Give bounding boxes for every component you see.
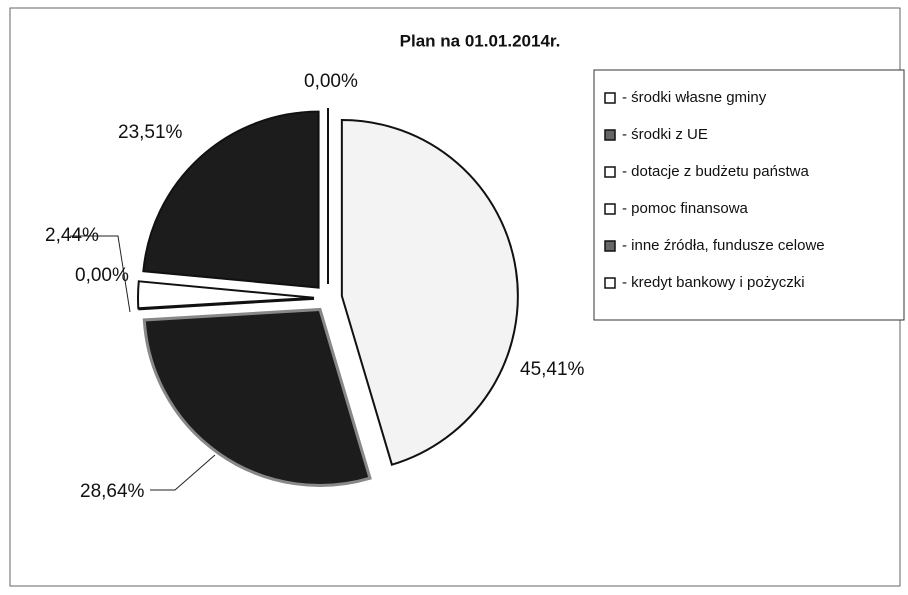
data-label: 2,44% <box>45 225 99 246</box>
pie-slice <box>142 307 372 487</box>
legend-swatch <box>604 240 616 252</box>
legend-swatch <box>604 277 616 289</box>
legend-label: - inne źródła, fundusze celowe <box>622 237 825 254</box>
legend-swatch <box>604 203 616 215</box>
leader-line <box>70 235 131 313</box>
pie-slice <box>340 118 519 466</box>
data-label: 23,51% <box>118 122 183 143</box>
pie-slice <box>142 110 320 289</box>
legend-swatch <box>604 129 616 141</box>
legend-swatch <box>604 166 616 178</box>
chart-title: Plan na 01.01.2014r. <box>400 31 561 50</box>
legend-label: - dotacje z budżetu państwa <box>622 163 809 180</box>
legend-label: - środki własne gminy <box>622 89 767 106</box>
data-label: 45,41% <box>520 359 585 380</box>
legend-label: - kredyt bankowy i pożyczki <box>622 274 805 291</box>
legend-box <box>593 69 905 321</box>
data-label: 0,00% <box>75 265 129 286</box>
data-label: 0,00% <box>304 71 358 92</box>
data-label: 28,64% <box>80 481 145 502</box>
pie-slice <box>137 280 315 310</box>
legend-label: - środki z UE <box>622 126 708 143</box>
leader-line <box>150 454 216 491</box>
legend-label: - pomoc finansowa <box>622 200 749 217</box>
legend-swatch <box>604 92 616 104</box>
